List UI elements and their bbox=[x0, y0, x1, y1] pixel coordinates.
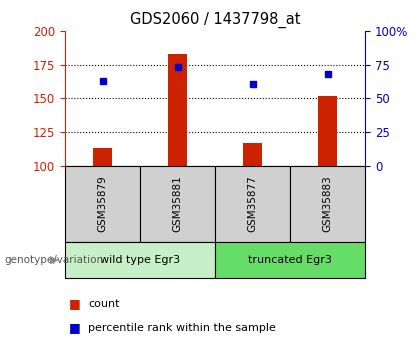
Bar bbox=[318, 96, 337, 166]
Bar bbox=[244, 143, 262, 166]
Text: GSM35881: GSM35881 bbox=[173, 175, 183, 232]
Text: ■: ■ bbox=[69, 297, 81, 310]
Text: GSM35877: GSM35877 bbox=[248, 175, 258, 232]
Text: percentile rank within the sample: percentile rank within the sample bbox=[88, 323, 276, 333]
Bar bbox=[93, 148, 112, 166]
Text: truncated Egr3: truncated Egr3 bbox=[248, 255, 332, 265]
Bar bbox=[168, 54, 187, 166]
Title: GDS2060 / 1437798_at: GDS2060 / 1437798_at bbox=[130, 12, 300, 28]
Text: wild type Egr3: wild type Egr3 bbox=[100, 255, 180, 265]
Text: GSM35879: GSM35879 bbox=[97, 175, 108, 232]
Text: genotype/variation: genotype/variation bbox=[4, 255, 103, 265]
Text: ▶: ▶ bbox=[50, 255, 59, 265]
Text: count: count bbox=[88, 299, 120, 308]
Text: ■: ■ bbox=[69, 321, 81, 334]
Text: GSM35883: GSM35883 bbox=[323, 175, 333, 232]
